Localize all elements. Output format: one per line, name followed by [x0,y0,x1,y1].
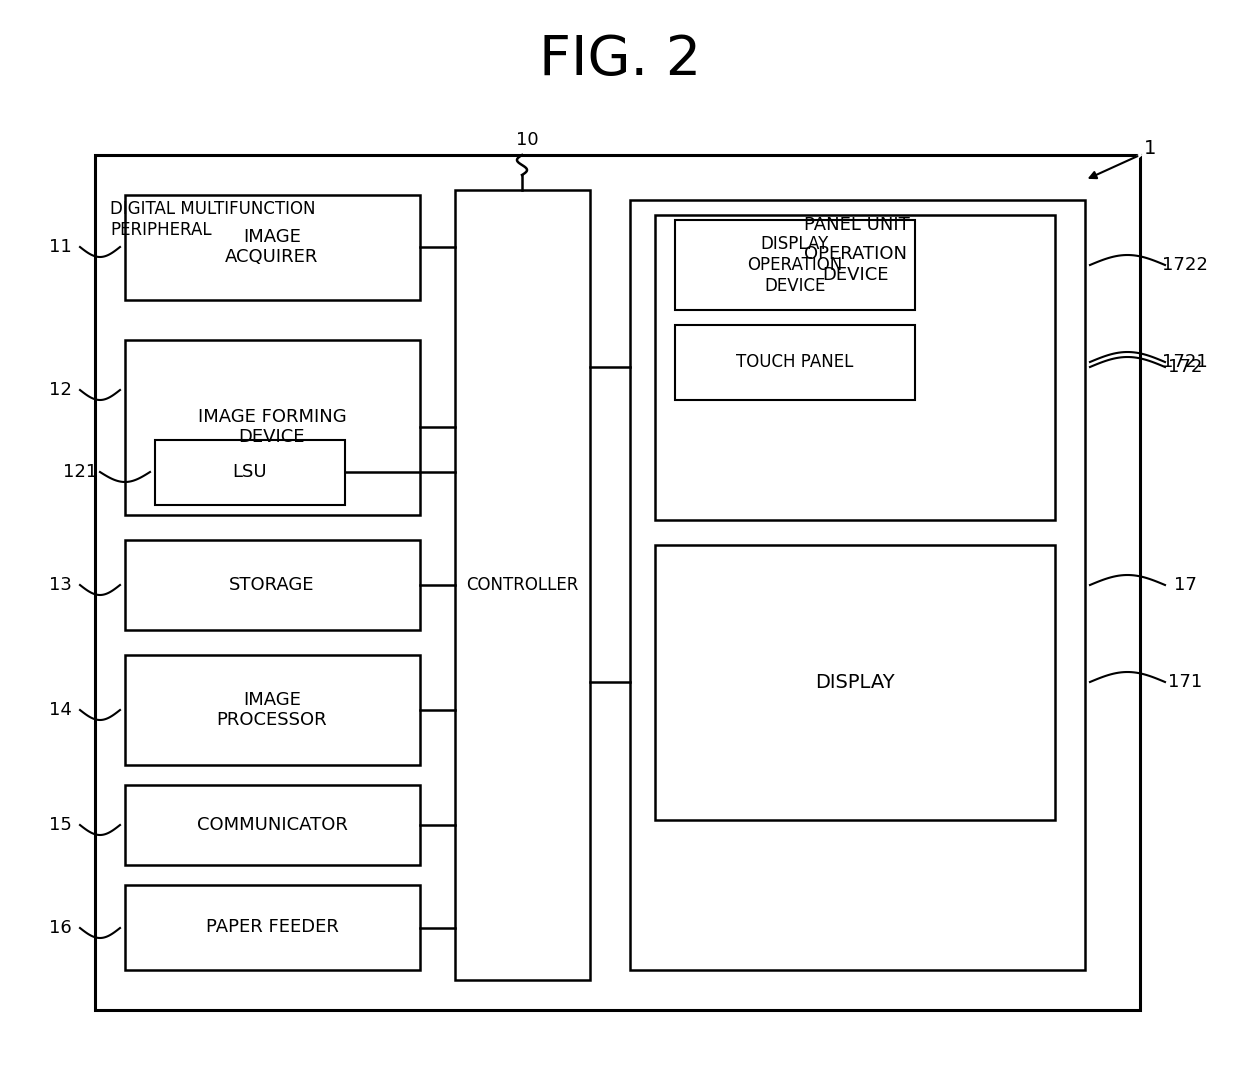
Text: CONTROLLER: CONTROLLER [466,576,578,594]
Text: 13: 13 [48,576,72,594]
Bar [125,195,420,300]
Text: 16: 16 [48,919,72,937]
Text: 1: 1 [1143,139,1156,157]
Text: PAPER FEEDER: PAPER FEEDER [206,918,339,935]
Text: 171: 171 [1168,673,1202,691]
Text: 17: 17 [1173,576,1197,594]
Text: PANEL UNIT: PANEL UNIT [804,216,910,234]
Bar [155,440,345,505]
Text: 1721: 1721 [1162,353,1208,371]
Text: FIG. 2: FIG. 2 [539,33,701,87]
Bar [125,340,420,515]
Text: 12: 12 [48,380,72,399]
Text: TOUCH PANEL: TOUCH PANEL [737,353,853,371]
Bar [125,785,420,865]
Bar [125,655,420,765]
Text: 121: 121 [63,463,97,481]
Bar [125,540,420,630]
Text: STORAGE: STORAGE [229,576,315,594]
Text: DISPLAY
OPERATION
DEVICE: DISPLAY OPERATION DEVICE [748,235,843,295]
Text: COMMUNICATOR: COMMUNICATOR [197,816,347,834]
Text: 14: 14 [48,701,72,719]
Text: IMAGE
ACQUIRER: IMAGE ACQUIRER [226,228,319,267]
Text: IMAGE FORMING
DEVICE: IMAGE FORMING DEVICE [197,408,346,447]
Bar [655,215,1055,520]
Text: OPERATION
DEVICE: OPERATION DEVICE [804,245,906,284]
Bar [455,190,590,980]
Text: IMAGE
PROCESSOR: IMAGE PROCESSOR [217,691,327,730]
Text: DIGITAL MULTIFUNCTION
PERIPHERAL: DIGITAL MULTIFUNCTION PERIPHERAL [110,201,315,238]
Text: 10: 10 [516,131,538,149]
Text: LSU: LSU [233,463,268,481]
Text: 11: 11 [48,238,72,256]
Text: 15: 15 [48,816,72,834]
Bar [675,325,915,400]
Text: 1722: 1722 [1162,256,1208,274]
Bar [675,220,915,310]
Bar [125,885,420,970]
Bar [630,201,1085,970]
Bar [95,155,1140,1010]
Text: DISPLAY: DISPLAY [815,672,895,692]
Text: 172: 172 [1168,358,1203,376]
Bar [655,545,1055,820]
